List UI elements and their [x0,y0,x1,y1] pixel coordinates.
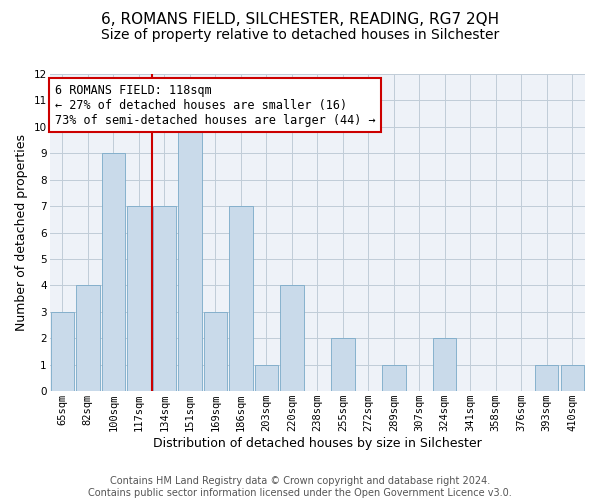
Bar [178,127,202,391]
Bar [229,206,253,391]
Bar [535,364,559,391]
Bar [152,206,176,391]
Bar [101,154,125,391]
Bar [76,286,100,391]
Text: Size of property relative to detached houses in Silchester: Size of property relative to detached ho… [101,28,499,42]
Bar [382,364,406,391]
Bar [127,206,151,391]
Text: 6 ROMANS FIELD: 118sqm
← 27% of detached houses are smaller (16)
73% of semi-det: 6 ROMANS FIELD: 118sqm ← 27% of detached… [55,84,376,126]
Bar [560,364,584,391]
Bar [254,364,278,391]
Bar [331,338,355,391]
X-axis label: Distribution of detached houses by size in Silchester: Distribution of detached houses by size … [153,437,482,450]
Bar [203,312,227,391]
Text: 6, ROMANS FIELD, SILCHESTER, READING, RG7 2QH: 6, ROMANS FIELD, SILCHESTER, READING, RG… [101,12,499,28]
Bar [50,312,74,391]
Y-axis label: Number of detached properties: Number of detached properties [15,134,28,331]
Bar [433,338,457,391]
Bar [280,286,304,391]
Text: Contains HM Land Registry data © Crown copyright and database right 2024.
Contai: Contains HM Land Registry data © Crown c… [88,476,512,498]
